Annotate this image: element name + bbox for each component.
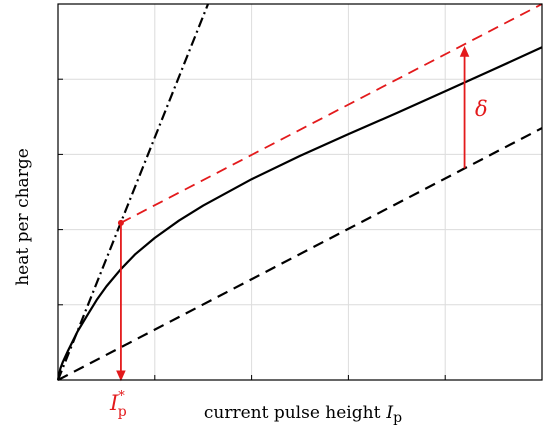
i-p-star-subscript: p	[118, 404, 127, 420]
tangent-line-series	[120, 3, 543, 224]
i-p-star-arrow	[116, 219, 126, 382]
annotation-arrowhead	[116, 370, 126, 382]
asymptote-line-series	[57, 127, 543, 381]
series-layer	[56, 3, 543, 381]
tick-layer	[57, 3, 543, 381]
i-p-star-label: I* p	[109, 389, 127, 420]
i-p-star-symbol: I	[109, 391, 119, 415]
delta-arrow	[459, 46, 470, 169]
x-axis-label-symbol: I	[385, 403, 393, 423]
annotation-layer	[116, 46, 470, 382]
plot-frame	[57, 3, 543, 381]
y-axis-label: heat per charge	[13, 148, 33, 286]
x-axis-label: current pulse height Ip	[204, 403, 402, 426]
annotation-start-marker	[117, 219, 124, 226]
x-axis-label-text: current pulse height	[204, 403, 381, 423]
x-axis-label-subscript: p	[393, 410, 402, 426]
initial-slope-line-series	[56, 3, 210, 381]
annotation-arrowhead	[459, 46, 470, 57]
heat-curve-series	[56, 46, 543, 381]
delta-label: δ	[475, 97, 488, 121]
i-p-star-superscript: *	[118, 389, 125, 404]
